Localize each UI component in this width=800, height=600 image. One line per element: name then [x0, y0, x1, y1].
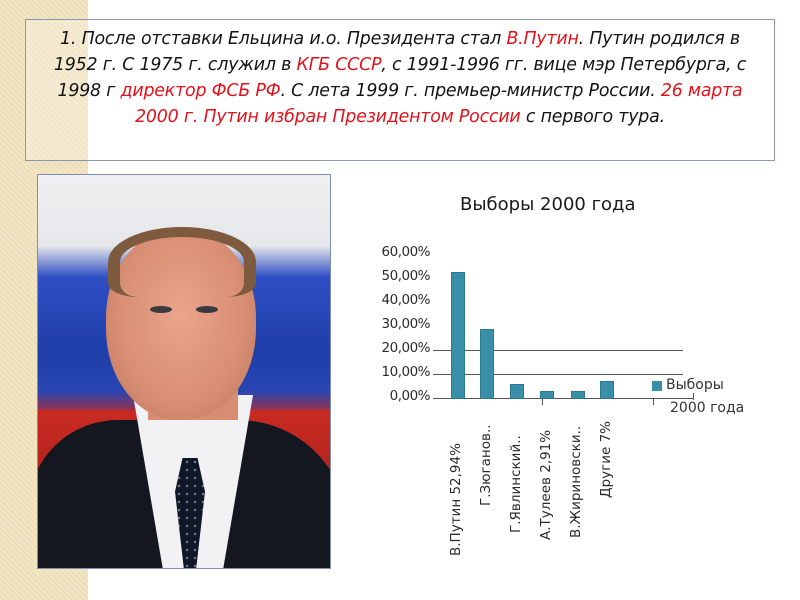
- legend-label-line1: Выборы: [666, 377, 724, 393]
- text-seg-kgb: КГБ СССР: [296, 55, 382, 75]
- text-seg-6: . С лета 1999 г. премьер-министр России.: [280, 81, 661, 101]
- bar-yavlinsky: [510, 384, 524, 399]
- chart-title: Выборы 2000 года: [460, 194, 636, 215]
- left-eye: [150, 306, 172, 313]
- text-seg-elected: 26 марта 2000 г. Путин избран Президенто…: [135, 81, 743, 127]
- legend-label-line2: 2000 года: [670, 400, 745, 416]
- bar-zyuganov: [480, 329, 494, 399]
- right-eye: [196, 306, 218, 313]
- x-axis-line: [433, 398, 693, 399]
- y-tick-0: 0,00%: [389, 388, 431, 404]
- x-label-zyuganov: Г.Зюганов..: [478, 424, 494, 506]
- x-label-putin: В.Путин 52,94%: [448, 443, 464, 556]
- y-tick-60: 60,00%: [381, 244, 431, 260]
- bar-zhirinovsky: [571, 391, 585, 399]
- info-paragraph: 1. После отставки Ельцина и.о. Президент…: [26, 26, 774, 130]
- text-seg-2: . Путин родился в 1952 г. С 1975 г. служ…: [53, 29, 740, 75]
- x-tick: [542, 398, 543, 405]
- x-label-tuleev: А.Тулеев 2,91%: [538, 429, 554, 540]
- text-seg-4: , с 1991-1996 гг. вице мэр Петербурга, с…: [57, 55, 747, 101]
- y-tick-20: 20,00%: [381, 340, 431, 356]
- gridline-20: [433, 350, 683, 351]
- y-tick-50: 50,00%: [381, 268, 431, 284]
- y-tick-10: 10,00%: [381, 364, 431, 380]
- text-seg-0: 1. После отставки Ельцина и.о. Президент…: [60, 29, 507, 49]
- legend-swatch: [652, 381, 662, 391]
- portrait-photo: [37, 174, 331, 569]
- bar-putin: [451, 272, 465, 399]
- x-tick: [693, 393, 694, 400]
- info-text-box: 1. После отставки Ельцина и.о. Президент…: [25, 19, 775, 161]
- text-seg-putin: В.Путин: [506, 29, 579, 49]
- hair: [108, 227, 256, 297]
- bar-tuleev: [540, 391, 554, 399]
- text-seg-8: с первого тура.: [520, 107, 665, 127]
- x-label-zhirinovsky: В.Жириновски..: [568, 425, 584, 538]
- x-label-yavlinsky: Г.Явлинский..: [508, 435, 524, 533]
- gridline-10: [433, 374, 683, 375]
- y-tick-30: 30,00%: [381, 316, 431, 332]
- text-seg-fsb: директор ФСБ РФ: [120, 81, 281, 101]
- bar-others: [600, 381, 614, 399]
- y-tick-40: 40,00%: [381, 292, 431, 308]
- x-tick: [653, 398, 654, 405]
- election-chart: Выборы 2000 года 60,00% 50,00% 40,00% 30…: [360, 188, 780, 588]
- x-label-others: Другие 7%: [598, 421, 614, 498]
